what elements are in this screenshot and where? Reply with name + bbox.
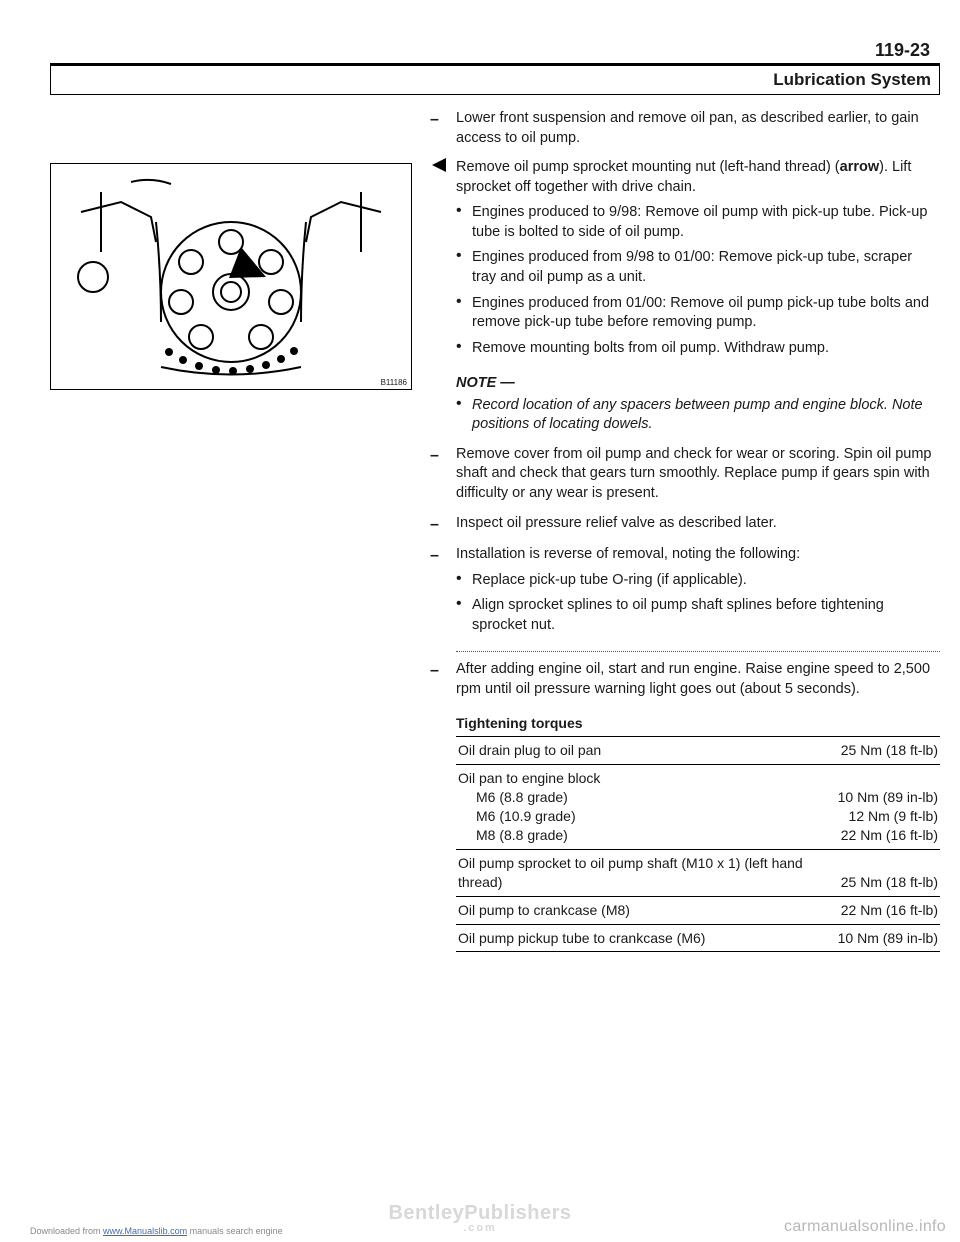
torque-label: Oil pump sprocket to oil pump shaft (M10… bbox=[456, 849, 836, 896]
torque-heading: Tightening torques bbox=[456, 714, 940, 733]
footer-suffix: manuals search engine bbox=[187, 1226, 283, 1236]
dash-marker: – bbox=[430, 109, 456, 148]
dash-marker: – bbox=[430, 545, 456, 641]
bullet-item: Engines produced from 9/98 to 01/00: Rem… bbox=[456, 248, 940, 287]
triangle-marker bbox=[430, 158, 456, 364]
step-installation: – Installation is reverse of removal, no… bbox=[430, 545, 940, 641]
figure-id: B11186 bbox=[381, 378, 407, 387]
value-sub: 12 Nm (9 ft-lb) bbox=[849, 808, 938, 824]
footer-left: Downloaded from www.Manualslib.com manua… bbox=[30, 1226, 283, 1236]
value-sub: 22 Nm (16 ft-lb) bbox=[841, 827, 938, 843]
watermark-sub: .com bbox=[388, 1223, 571, 1234]
torque-section: Tightening torques Oil drain plug to oil… bbox=[456, 714, 940, 953]
footer-right: carmanualsonline.info bbox=[784, 1218, 946, 1236]
step-text: Remove cover from oil pump and check for… bbox=[456, 445, 940, 504]
bullet-item: Align sprocket splines to oil pump shaft… bbox=[456, 596, 940, 635]
step-text: Installation is reverse of removal, noti… bbox=[456, 545, 940, 641]
step-remove-cover: – Remove cover from oil pump and check f… bbox=[430, 445, 940, 504]
sub-bullet-list: Engines produced to 9/98: Remove oil pum… bbox=[456, 203, 940, 358]
table-row: Oil pan to engine block M6 (8.8 grade) M… bbox=[456, 765, 940, 850]
table-row: Oil pump pickup tube to crankcase (M6) 1… bbox=[456, 924, 940, 952]
torque-label: Oil pump pickup tube to crankcase (M6) bbox=[456, 924, 836, 952]
table-row: Oil pump to crankcase (M8) 22 Nm (16 ft-… bbox=[456, 896, 940, 924]
page-content: 119-23 Lubrication System bbox=[50, 40, 940, 1202]
content-columns: B11186 – Lower front suspension and remo… bbox=[50, 109, 940, 952]
note-heading: NOTE — bbox=[456, 374, 940, 394]
header-title: Lubrication System bbox=[50, 65, 940, 95]
label-main: Oil pan to engine block bbox=[458, 770, 600, 786]
sub-bullet-list: Replace pick-up tube O-ring (if applicab… bbox=[456, 571, 940, 636]
text-bold: arrow bbox=[840, 159, 880, 175]
step-text: After adding engine oil, start and run e… bbox=[456, 660, 940, 699]
step-lower-suspension: – Lower front suspension and remove oil … bbox=[430, 109, 940, 148]
value-sub: 10 Nm (89 in-lb) bbox=[838, 789, 938, 805]
label-sub: M8 (8.8 grade) bbox=[458, 826, 834, 845]
text-prefix: Remove oil pump sprocket mounting nut (l… bbox=[456, 159, 840, 175]
footer-prefix: Downloaded from bbox=[30, 1226, 103, 1236]
step-remove-sprocket: Remove oil pump sprocket mounting nut (l… bbox=[430, 158, 940, 364]
bullet-item: Engines produced from 01/00: Remove oil … bbox=[456, 294, 940, 333]
label-sub: M6 (8.8 grade) bbox=[458, 788, 834, 807]
torque-table: Oil drain plug to oil pan 25 Nm (18 ft-l… bbox=[456, 736, 940, 952]
text-line: Installation is reverse of removal, noti… bbox=[456, 546, 800, 562]
note-block: NOTE — Record location of any spacers be… bbox=[456, 374, 940, 435]
dash-marker: – bbox=[430, 445, 456, 504]
step-text: Inspect oil pressure relief valve as des… bbox=[456, 514, 940, 536]
torque-label: Oil pump to crankcase (M8) bbox=[456, 896, 836, 924]
note-bullet: Record location of any spacers between p… bbox=[456, 396, 940, 435]
torque-label: Oil pan to engine block M6 (8.8 grade) M… bbox=[456, 765, 836, 850]
text-column: – Lower front suspension and remove oil … bbox=[430, 109, 940, 952]
torque-value: 25 Nm (18 ft-lb) bbox=[836, 849, 940, 896]
step-after-oil: – After adding engine oil, start and run… bbox=[430, 660, 940, 699]
dash-marker: – bbox=[430, 660, 456, 699]
dotted-separator bbox=[456, 651, 940, 652]
step-inspect-relief: – Inspect oil pressure relief valve as d… bbox=[430, 514, 940, 536]
torque-value: 10 Nm (89 in-lb) 12 Nm (9 ft-lb) 22 Nm (… bbox=[836, 765, 940, 850]
torque-value: 22 Nm (16 ft-lb) bbox=[836, 896, 940, 924]
oil-pump-sprocket-figure: B11186 bbox=[50, 163, 412, 390]
watermark: BentleyPublishers .com bbox=[388, 1203, 571, 1234]
arrow-indicator bbox=[229, 247, 266, 278]
label-sub: M6 (10.9 grade) bbox=[458, 807, 834, 826]
bullet-item: Engines produced to 9/98: Remove oil pum… bbox=[456, 203, 940, 242]
step-text: Lower front suspension and remove oil pa… bbox=[456, 109, 940, 148]
table-row: Oil drain plug to oil pan 25 Nm (18 ft-l… bbox=[456, 737, 940, 765]
bullet-item: Replace pick-up tube O-ring (if applicab… bbox=[456, 571, 940, 591]
figure-column: B11186 bbox=[50, 109, 410, 952]
dash-marker: – bbox=[430, 514, 456, 536]
bullet-item: Remove mounting bolts from oil pump. Wit… bbox=[456, 339, 940, 359]
step-text: Remove oil pump sprocket mounting nut (l… bbox=[456, 158, 940, 364]
manualslib-link[interactable]: www.Manualslib.com bbox=[103, 1226, 187, 1236]
watermark-main: BentleyPublishers bbox=[388, 1202, 571, 1224]
sprocket-illustration bbox=[61, 172, 401, 382]
torque-value: 25 Nm (18 ft-lb) bbox=[836, 737, 940, 765]
table-row: Oil pump sprocket to oil pump shaft (M10… bbox=[456, 849, 940, 896]
note-bullet-list: Record location of any spacers between p… bbox=[456, 396, 940, 435]
torque-value: 10 Nm (89 in-lb) bbox=[836, 924, 940, 952]
torque-label: Oil drain plug to oil pan bbox=[456, 737, 836, 765]
page-number: 119-23 bbox=[50, 40, 940, 61]
